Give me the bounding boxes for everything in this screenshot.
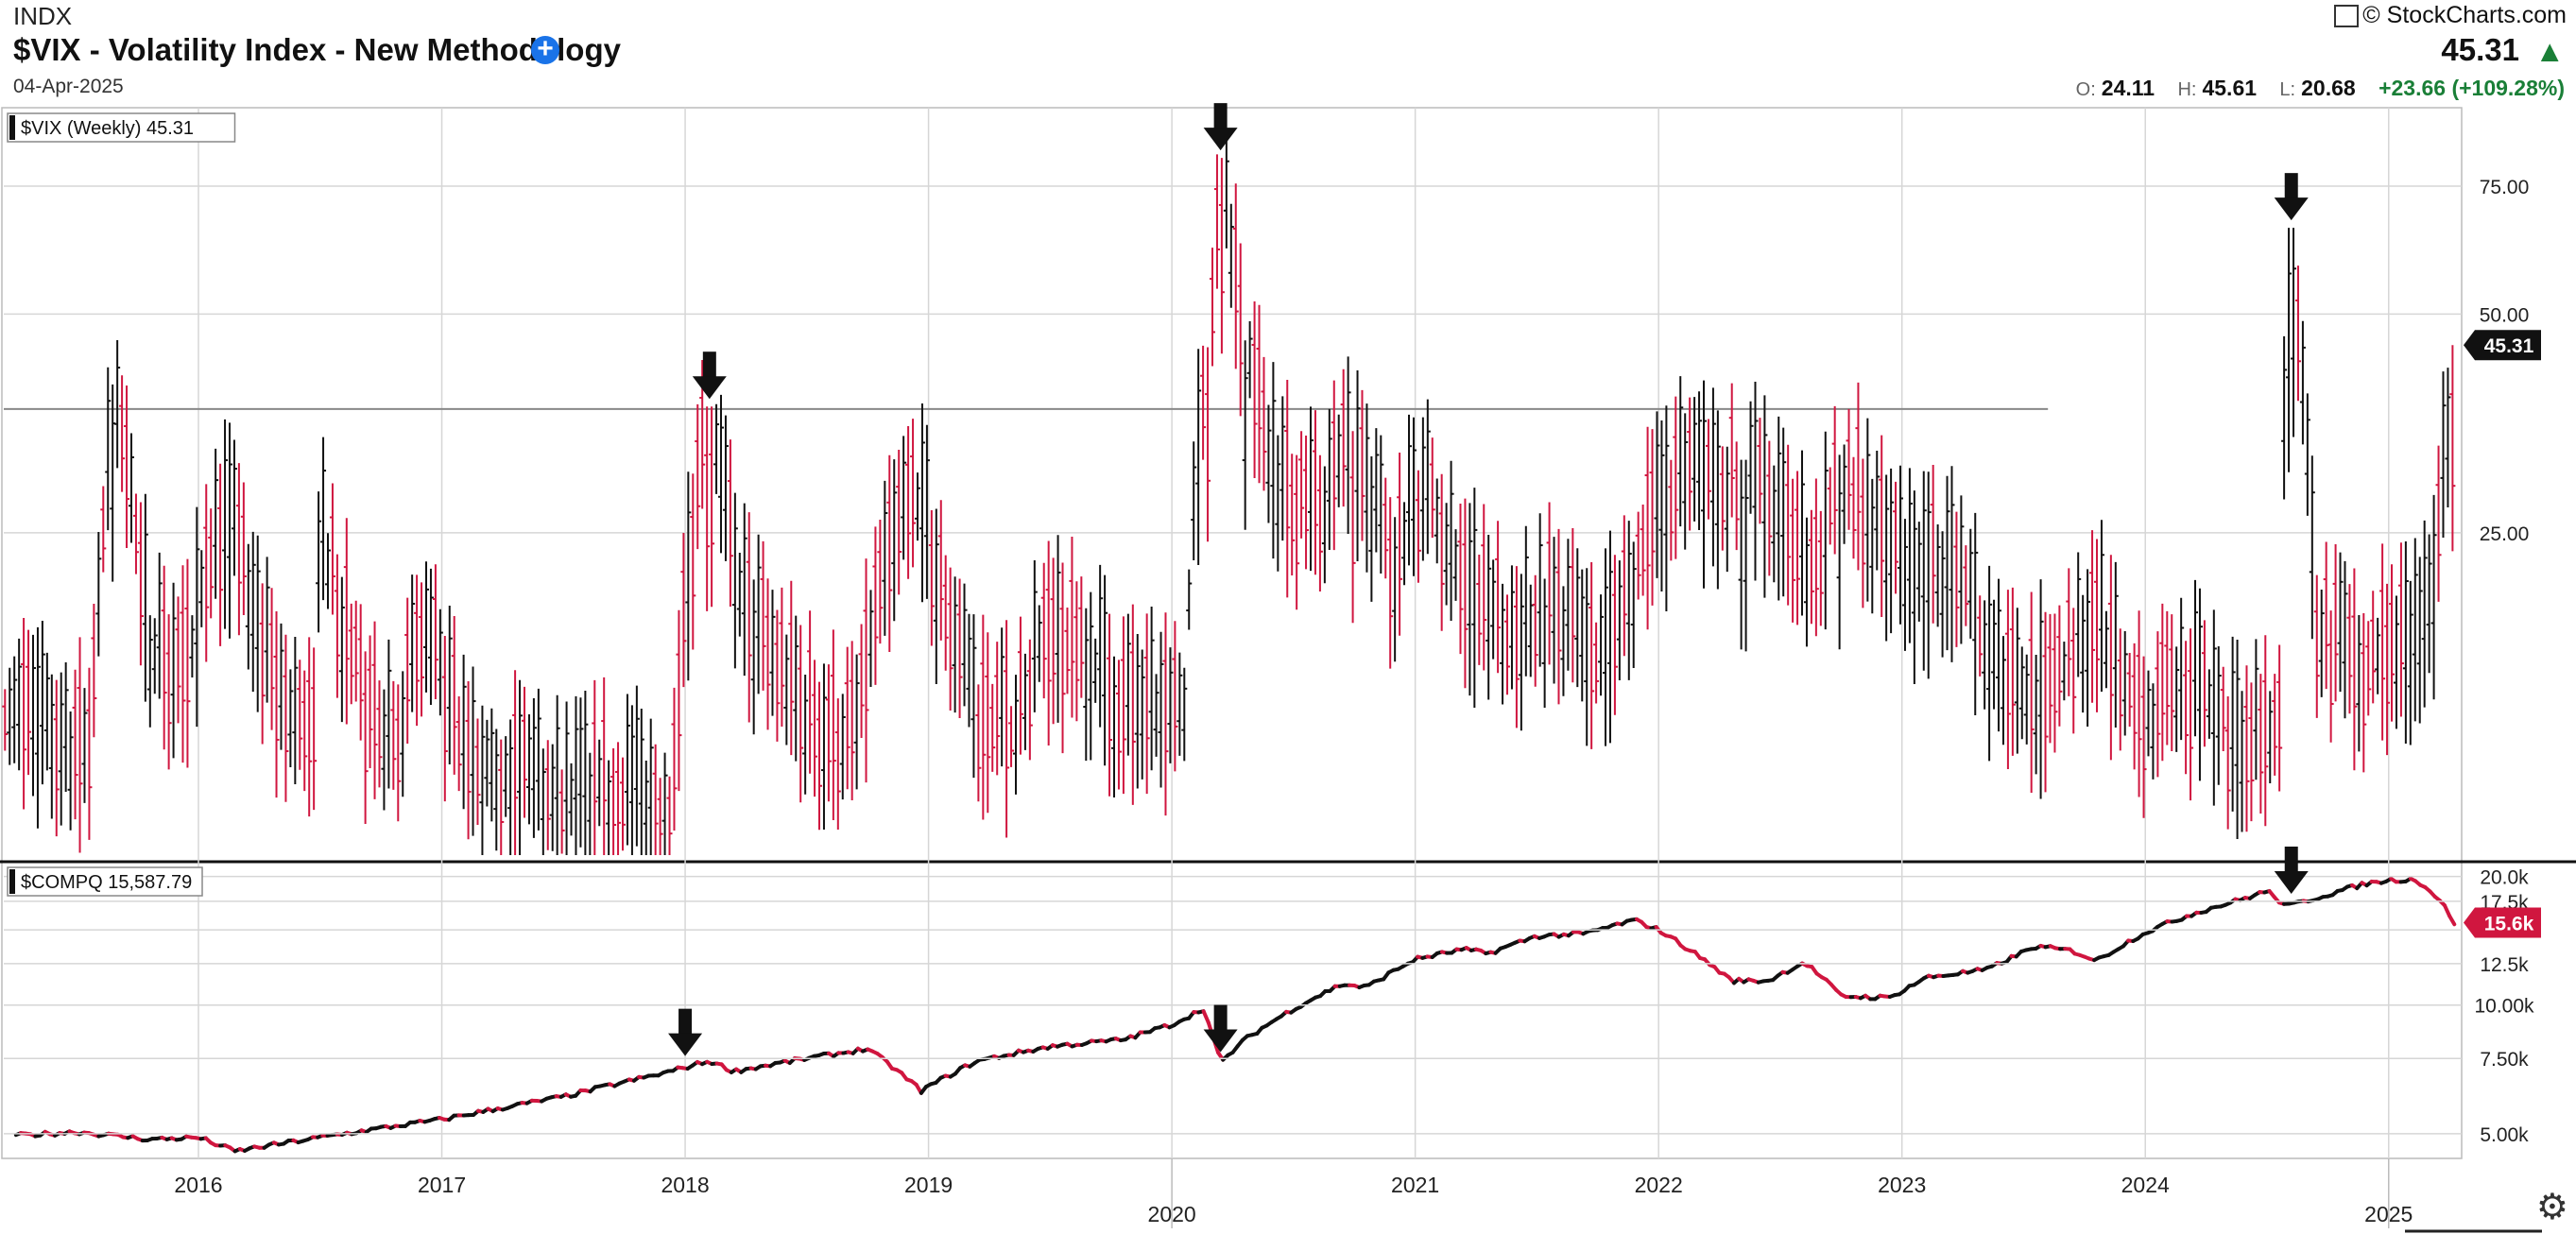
chart-title: $VIX - Volatility Index - New Methodolog… [13, 32, 621, 67]
compq-legend: $COMPQ 15,587.79 [7, 866, 203, 897]
year-tick-label: 2022 [1635, 1173, 1683, 1197]
year-tick-label: 2018 [661, 1173, 709, 1197]
open-value: 24.11 [2101, 76, 2155, 100]
year-tick-label: 2016 [174, 1173, 222, 1197]
vix-last-tag: 45.31 [2464, 330, 2541, 361]
major-year-label: 2025 [2364, 1202, 2413, 1226]
legend-box [7, 866, 203, 897]
year-tick-label: 2021 [1391, 1173, 1439, 1197]
low-value: 20.68 [2301, 76, 2356, 100]
last-price: 45.31 [2441, 32, 2519, 67]
year-tick-label: 2017 [418, 1173, 466, 1197]
vix-down-arrow [1203, 103, 1238, 151]
compq-tick-label: 10.00k [2474, 996, 2534, 1018]
last-tag-text: 45.31 [2484, 335, 2534, 357]
down-arrow-stem [1213, 103, 1228, 130]
vix-down-arrow [2274, 173, 2309, 221]
low-label: L: [2279, 79, 2296, 100]
legend-swatch [9, 115, 15, 140]
down-arrow-head [1203, 1029, 1238, 1053]
compq-down-arrow [2274, 846, 2309, 894]
year-tick-label: 2023 [1878, 1173, 1926, 1197]
year-tick-label: 2019 [904, 1173, 953, 1197]
change-value: +23.66 (+109.28%) [2379, 76, 2565, 100]
brand-text: © StockCharts.com [2362, 2, 2567, 28]
compq-tick-label: 5.00k [2480, 1124, 2529, 1146]
major-year-label: 2020 [1148, 1202, 1196, 1226]
add-plus-button[interactable]: + [531, 35, 559, 64]
compq-series [13, 876, 2457, 1154]
down-arrow-head [1203, 128, 1238, 151]
down-arrow-head [2274, 870, 2309, 894]
legend-swatch [9, 869, 15, 894]
vix-tick-label: 50.00 [2480, 304, 2530, 326]
vix-legend: $VIX (Weekly) 45.31 [7, 112, 236, 143]
last-tag-text: 15.6k [2484, 914, 2534, 935]
compq-tick-label: 7.50k [2480, 1049, 2529, 1071]
plot-frame [1, 107, 2463, 1159]
down-arrow-stem [678, 1008, 693, 1036]
compq-last-tag: 15.6k [2464, 907, 2541, 938]
high-value: 45.61 [2202, 76, 2258, 100]
last-tag-shape [2464, 907, 2541, 938]
high-label: H: [2177, 79, 2197, 100]
compq-down-arrow [1203, 1004, 1238, 1053]
down-arrow-stem [2284, 173, 2298, 200]
brand-icon [2334, 5, 2360, 28]
chart-date: 04-Apr-2025 [13, 76, 124, 97]
vix-down-arrow [692, 351, 727, 400]
ohlc-readout: O: 24.11 H: 45.61 L: 20.68 +23.66 (+109.28%… [2059, 76, 2565, 101]
vix-bars [2, 136, 2456, 855]
down-arrow-head [668, 1033, 703, 1056]
legend-text: $COMPQ 15,587.79 [21, 872, 192, 893]
down-arrow-head [2274, 197, 2309, 221]
legend-text: $VIX (Weekly) 45.31 [21, 118, 194, 139]
compq-line-segment [2442, 903, 2452, 918]
down-arrow-stem [2284, 846, 2298, 873]
down-arrow-head [692, 376, 727, 400]
compq-tick-label: 20.0k [2480, 867, 2529, 889]
compq-line-segment [2447, 914, 2457, 927]
vix-tick-label: 75.00 [2480, 177, 2530, 198]
compq-line-segment [1201, 1009, 1211, 1025]
compq-tick-label: 12.5k [2480, 954, 2529, 976]
down-arrow-stem [1213, 1004, 1228, 1032]
compq-down-arrow [668, 1008, 703, 1056]
brand-logo[interactable]: © StockCharts.com [2334, 2, 2567, 29]
vix-tick-label: 25.00 [2480, 523, 2530, 545]
exchange-label: INDX [13, 2, 73, 30]
gear-icon[interactable]: ⚙ [2535, 1188, 2568, 1227]
open-label: O: [2075, 79, 2096, 100]
down-arrow-stem [702, 351, 716, 379]
x-axis: 2016 2017 2018 2019 2021 2022 2023 2024 2020 2025 [174, 1158, 2413, 1228]
up-triangle-icon: ▲ [2534, 34, 2565, 68]
last-tag-shape [2464, 330, 2541, 361]
year-tick-label: 2024 [2121, 1173, 2170, 1197]
legend-box [7, 112, 236, 143]
